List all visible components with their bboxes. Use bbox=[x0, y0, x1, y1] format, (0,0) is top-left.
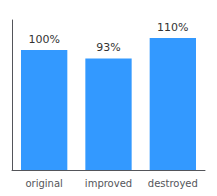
svg-text:100%: 100% bbox=[28, 33, 59, 46]
svg-text:improved: improved bbox=[85, 178, 132, 189]
svg-text:93%: 93% bbox=[96, 41, 120, 54]
svg-text:destroyed: destroyed bbox=[148, 178, 198, 189]
svg-text:110%: 110% bbox=[157, 21, 188, 34]
svg-text:original: original bbox=[25, 178, 62, 189]
